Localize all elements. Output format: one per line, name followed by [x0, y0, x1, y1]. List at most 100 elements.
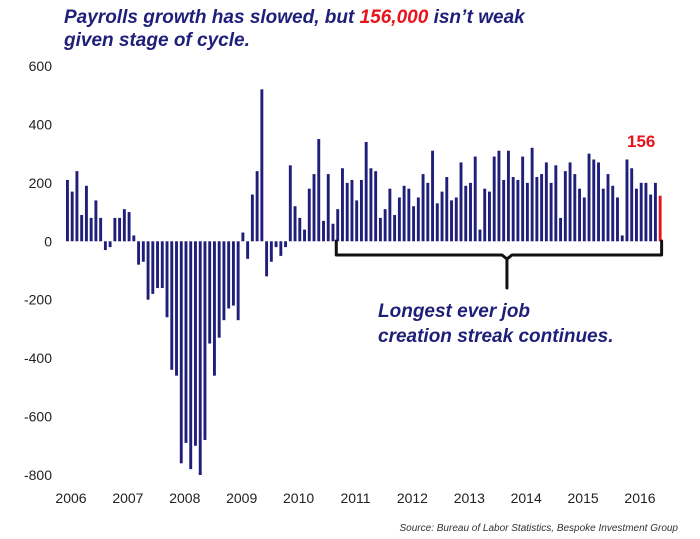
bar: [350, 179, 354, 242]
bar: [284, 241, 288, 248]
bar: [246, 241, 250, 259]
y-tick-label: -400: [24, 350, 52, 366]
bar: [502, 179, 506, 242]
bar: [630, 168, 634, 242]
bar: [431, 150, 435, 242]
bar: [151, 241, 155, 294]
bar: [307, 188, 311, 242]
bar: [236, 241, 240, 321]
bar: [620, 235, 624, 242]
bar: [194, 241, 197, 446]
bar: [359, 179, 363, 242]
bar: [393, 214, 397, 242]
bar: [132, 235, 136, 242]
x-tick-label: 2011: [340, 490, 370, 506]
bar: [582, 197, 586, 242]
bar: [165, 241, 169, 318]
bar: [293, 206, 297, 242]
bar: [250, 194, 254, 242]
bar: [549, 182, 553, 242]
bar: [464, 185, 468, 242]
bar: [639, 182, 643, 242]
bar: [317, 139, 321, 242]
y-tick-label: -800: [24, 467, 52, 483]
bar: [573, 174, 577, 242]
bar: [331, 223, 335, 242]
bar: [198, 241, 202, 475]
bar: [459, 162, 463, 242]
bar: [175, 241, 178, 376]
bar: [492, 156, 496, 242]
bar: [108, 241, 112, 248]
y-tick-label: -200: [24, 292, 52, 308]
bar: [146, 241, 150, 300]
bar: [241, 232, 245, 242]
bar: [559, 217, 563, 242]
bar: [122, 209, 126, 242]
bar: [597, 162, 600, 242]
y-axis-ticks: 600 400 200 0 -200 -400 -600 -800: [24, 58, 52, 483]
bar: [312, 174, 316, 242]
bar: [288, 165, 292, 242]
bar: [649, 194, 653, 242]
bar: [94, 200, 98, 242]
bar: [66, 179, 69, 242]
bar: [635, 188, 638, 242]
bar: [530, 147, 534, 242]
bar: [378, 217, 382, 242]
bar: [653, 182, 657, 242]
bar: [336, 209, 340, 242]
bar: [298, 217, 302, 242]
streak-bracket: [334, 239, 664, 290]
x-axis-ticks: 2006 2007 2008 2009 2010 2011 2012 2013 2014 2015…: [55, 490, 655, 506]
bar: [568, 162, 572, 242]
bar: [345, 182, 349, 242]
bar: [127, 212, 131, 242]
bar: [412, 206, 416, 242]
x-tick-label: 2010: [283, 490, 314, 506]
bar: [364, 141, 368, 242]
bar: [227, 241, 231, 309]
bar: [450, 200, 453, 242]
bar: [454, 197, 458, 242]
bar: [544, 162, 548, 242]
bar: [535, 177, 539, 242]
x-tick-label: 2008: [169, 490, 200, 506]
bar: [160, 241, 164, 289]
last-value-label: 156: [627, 132, 655, 151]
bar: [421, 174, 425, 242]
bar: [322, 220, 325, 242]
bar: [426, 182, 430, 242]
bar: [606, 174, 610, 242]
bar: [516, 179, 520, 242]
bar: [156, 241, 159, 289]
x-tick-label: 2014: [511, 490, 542, 506]
bar: [269, 241, 273, 262]
annotation-line1: Longest ever job: [378, 301, 530, 322]
x-tick-label: 2007: [112, 490, 143, 506]
bar: [587, 153, 591, 242]
y-tick-label: 0: [44, 233, 52, 249]
x-tick-label: 2015: [568, 490, 599, 506]
source-note: Source: Bureau of Labor Statistics, Besp…: [399, 523, 678, 534]
bar: [265, 241, 269, 277]
bar: [231, 241, 235, 306]
bar: [625, 159, 629, 242]
bar: [99, 217, 103, 242]
bar: [616, 197, 619, 242]
bar: [488, 191, 491, 242]
bar: [80, 214, 84, 242]
title-part1: Payrolls growth has slowed, but: [64, 7, 360, 28]
bar: [184, 241, 188, 443]
bar: [445, 177, 449, 242]
bar: [469, 182, 472, 242]
bar: [203, 241, 207, 440]
y-tick-label: 400: [29, 116, 53, 132]
bar: [103, 241, 107, 251]
y-tick-label: -600: [24, 409, 52, 425]
bar: [506, 150, 510, 242]
bar: [222, 241, 226, 321]
bar: [397, 197, 401, 242]
x-tick-label: 2006: [55, 490, 86, 506]
bar: [255, 171, 259, 242]
